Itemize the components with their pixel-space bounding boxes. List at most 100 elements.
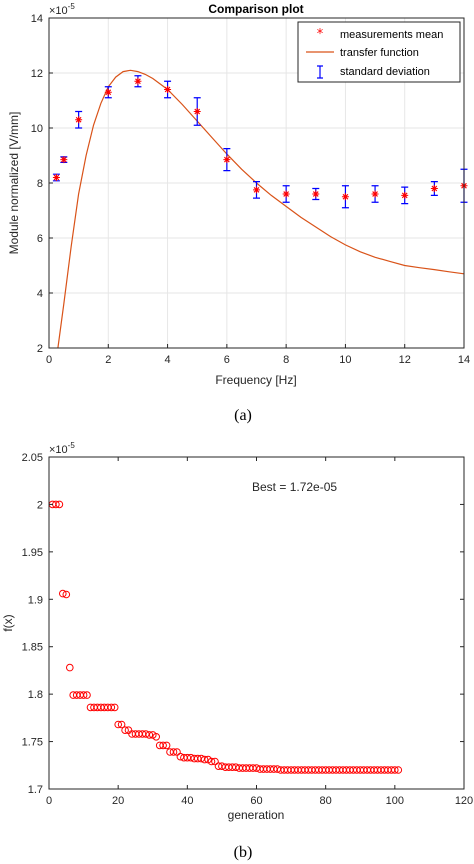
y-tick-label: 12 [31, 68, 43, 80]
y-exponent-power-a: -5 [68, 2, 76, 11]
x-tick-label: 8 [283, 354, 289, 366]
y-tick-label: 8 [37, 178, 43, 190]
measurement-point [401, 191, 409, 199]
x-axis-label-b: generation [228, 808, 285, 822]
generation-point [183, 753, 192, 762]
measurement-point [282, 190, 290, 198]
x-tick-label: 100 [386, 795, 404, 807]
measurement-point [253, 186, 260, 194]
generation-point [59, 589, 67, 598]
y-tick-label: 2 [37, 343, 43, 355]
legend-label-std: standard deviation [340, 66, 430, 78]
measurement-point [193, 108, 201, 115]
errorbar-marker-icon [317, 65, 323, 79]
legend-a: * measurements mean transfer function st… [297, 21, 461, 83]
legend-label-transfer: transfer function [340, 47, 419, 59]
measurement-point [134, 77, 142, 85]
y-tick-label: 2 [37, 499, 43, 511]
generation-point [394, 766, 403, 774]
generation-point [159, 741, 167, 750]
convergence-plot: 0 20 40 60 80 100 120 1.7 1.75 1.8 1.85 1.9 1.95 2 2.… [1, 441, 473, 861]
legend-label-measurements: measurements mean [340, 29, 443, 41]
x-tick-label: 20 [112, 795, 124, 807]
x-ticks-a: 0 2 4 6 8 10 12 14 [46, 344, 470, 366]
y-axis-label-b: f(x) [1, 614, 15, 631]
generation-point [200, 755, 209, 764]
generation-point [142, 730, 150, 738]
generation-point [391, 766, 399, 774]
y-tick-label: 14 [31, 13, 43, 25]
y-ticks-b: 1.7 1.75 1.8 1.85 1.9 1.95 2 2.05 [22, 452, 464, 796]
generation-point [152, 733, 160, 741]
measurement-point [371, 190, 379, 198]
generation-point [114, 720, 122, 729]
generation-point [207, 757, 216, 766]
legend-item-transfer: transfer function [306, 47, 419, 59]
x-tick-label: 80 [320, 795, 332, 807]
generation-point [249, 764, 257, 772]
y-tick-label: 1.9 [28, 594, 43, 606]
x-tick-label: 12 [399, 354, 411, 366]
x-tick-label: 0 [46, 795, 52, 807]
plot-area-b [49, 457, 464, 789]
y-tick-label: 10 [31, 123, 43, 135]
generation-point [169, 748, 178, 756]
y-exponent-a: ×10-5 [49, 2, 75, 17]
generation-point [79, 691, 88, 699]
measurement-point [60, 156, 68, 164]
generation-point [162, 741, 171, 750]
measurement-point [312, 190, 320, 198]
x-tick-label: 4 [165, 354, 171, 366]
y-tick-label: 1.75 [22, 737, 43, 749]
x-tick-label: 0 [46, 354, 52, 366]
x-tick-label: 10 [339, 354, 351, 366]
caption-b: (b) [234, 844, 253, 861]
generation-point [110, 703, 119, 712]
asterisk-marker-icon: * [317, 27, 324, 42]
measurement-point [430, 185, 438, 192]
measurement-point [341, 193, 349, 201]
chart-title-a: Comparison plot [208, 2, 303, 16]
y-ticks-a: 2 4 6 8 10 12 14 [31, 13, 53, 355]
measurement-point [104, 88, 112, 96]
generation-point [107, 703, 116, 712]
comparison-plot: 0 2 4 6 8 10 12 14 2 4 6 8 10 12 14 Comparison plot F… [7, 2, 470, 424]
x-tick-label: 120 [455, 795, 473, 807]
best-fitness-series [48, 500, 403, 774]
measurement-point [223, 156, 231, 164]
y-tick-label: 4 [37, 288, 43, 300]
x-tick-label: 6 [224, 354, 230, 366]
generation-point [62, 590, 71, 599]
measurement-point [75, 116, 83, 124]
y-tick-label: 6 [37, 233, 43, 245]
x-ticks-b: 0 20 40 60 80 100 120 [46, 457, 473, 807]
legend-item-std: standard deviation [317, 65, 430, 79]
y-tick-label: 1.8 [28, 689, 43, 701]
y-tick-label: 1.95 [22, 547, 43, 559]
y-axis-label-a: Module normalized [V/mm] [7, 112, 21, 255]
measurement-point [52, 174, 60, 181]
caption-a: (a) [234, 407, 252, 424]
y-exponent-b: ×10-5 [49, 441, 75, 456]
y-tick-label: 2.05 [22, 452, 43, 464]
generation-point [55, 500, 64, 509]
y-exponent-power-b: -5 [68, 441, 76, 450]
y-exponent-base-b: ×10 [49, 444, 68, 456]
y-tick-label: 1.85 [22, 642, 43, 654]
best-annotation: Best = 1.72e-05 [252, 480, 337, 494]
y-exponent-base-a: ×10 [49, 5, 68, 17]
x-axis-label-a: Frequency [Hz] [215, 373, 296, 387]
generation-point [117, 720, 126, 729]
generation-point [83, 691, 91, 699]
transfer-function-line [57, 69, 465, 349]
measurement-point [164, 86, 172, 93]
generation-point [66, 663, 74, 672]
x-tick-label: 14 [458, 354, 470, 366]
transfer-function-series [57, 69, 465, 349]
legend-item-measurements: * measurements mean [317, 27, 444, 42]
generation-point [121, 726, 129, 735]
generation-point [145, 731, 154, 739]
x-tick-label: 40 [181, 795, 193, 807]
y-tick-label: 1.7 [28, 784, 43, 796]
